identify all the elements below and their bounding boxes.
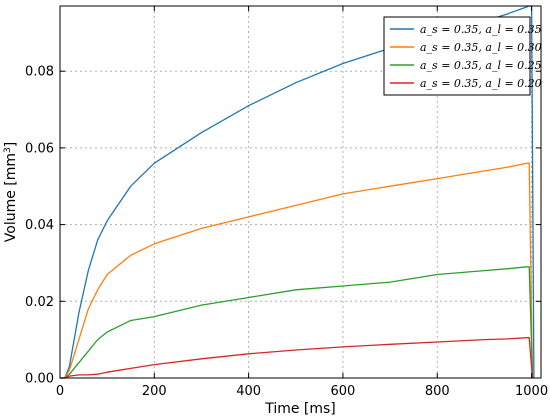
- x-tick-label: 400: [236, 384, 261, 399]
- legend-label-3: a_s = 0.35, a_l = 0.25: [420, 59, 542, 72]
- series-line-2: [60, 162, 534, 379]
- x-tick-label: 800: [425, 384, 450, 399]
- x-axis-label: Time [ms]: [264, 401, 336, 417]
- x-tick-label: 600: [331, 384, 356, 399]
- legend-label-1: a_s = 0.35, a_l = 0.35: [420, 23, 542, 36]
- y-axis-label: Volume [mm3]: [3, 142, 19, 242]
- axis-ticks: 0 200 400 600 800 1000 0.00 0.02 0.04 0.06 0.08: [25, 6, 548, 399]
- legend-box: [383, 16, 531, 96]
- y-axis-label-end: ]: [3, 142, 19, 147]
- x-tick-label: 1000: [515, 384, 548, 399]
- series-line-3: [60, 266, 534, 379]
- y-axis-label-main: Volume [mm: [3, 153, 19, 242]
- y-tick-label: 0.04: [25, 218, 54, 233]
- legend-label-4: a_s = 0.35, a_l = 0.20: [420, 77, 542, 90]
- legend-label-2: a_s = 0.35, a_l = 0.30: [420, 41, 542, 54]
- y-tick-label: 0.08: [25, 65, 54, 80]
- series-line-4: [60, 337, 534, 379]
- y-tick-label: 0.00: [25, 372, 54, 387]
- plot-frame: [59, 5, 542, 379]
- x-tick-label: 0: [56, 384, 64, 399]
- series-line-1: [60, 5, 535, 379]
- x-tick-label: 200: [142, 384, 167, 399]
- y-tick-label: 0.02: [25, 295, 54, 310]
- series-layer: [60, 5, 535, 379]
- y-axis-label-superscript: 3: [3, 147, 13, 153]
- y-tick-label: 0.06: [25, 141, 54, 156]
- legend: a_s = 0.35, a_l = 0.35 a_s = 0.35, a_l = …: [383, 16, 542, 96]
